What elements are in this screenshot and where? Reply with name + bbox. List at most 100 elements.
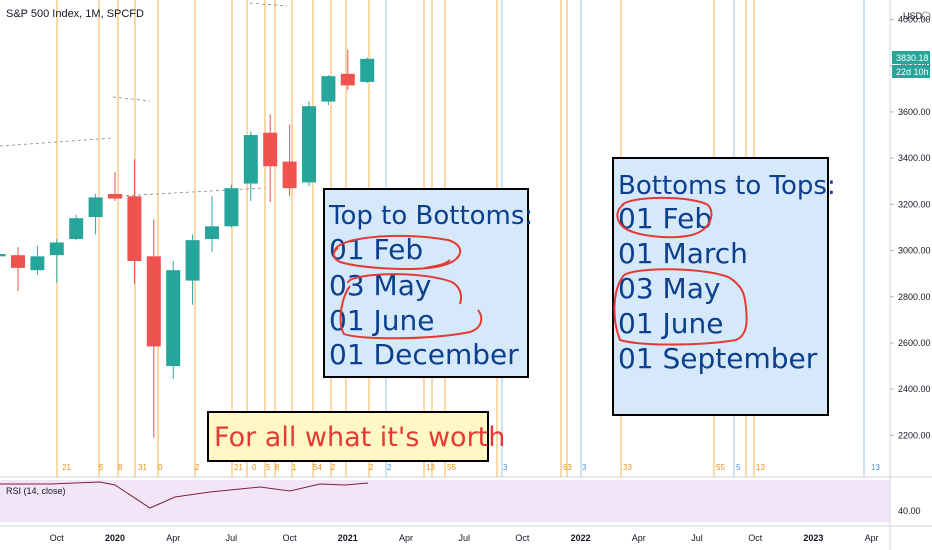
x-tick-label: Jul <box>458 533 470 543</box>
cycle-count: 21 <box>62 463 71 472</box>
candle-body <box>69 218 84 239</box>
cycle-count: 13 <box>756 463 765 472</box>
cycle-count: 3 <box>582 463 587 472</box>
cycle-count: 8 <box>118 463 123 472</box>
cycle-count: 8 <box>275 463 280 472</box>
currency-toggle-icon[interactable] <box>921 11 931 21</box>
box-line: 01 March <box>618 237 748 270</box>
candle-body <box>0 254 6 257</box>
rsi-line <box>0 481 369 509</box>
box-line: 01 Feb <box>618 202 712 235</box>
cycle-count: 31 <box>138 463 147 472</box>
y-tick-label: 4000.00 <box>898 15 931 25</box>
box-line: 01 December <box>329 338 519 371</box>
note-box: For all what it's worth <box>207 411 505 462</box>
box-title: Top to Bottoms: <box>328 201 533 231</box>
candle-body <box>360 58 375 82</box>
countdown-tag <box>892 65 930 78</box>
box-line: 01 Feb <box>329 233 423 266</box>
annotation-circle <box>613 268 748 346</box>
dashed-segment <box>112 96 151 102</box>
y-tick-label: 2400.00 <box>898 384 931 394</box>
annotation-circle <box>339 285 483 340</box>
box-background <box>612 157 829 416</box>
currency-label: USD <box>903 11 923 21</box>
candle-body <box>243 135 258 184</box>
cycle-count: 5 <box>99 463 104 472</box>
box-line: 01 June <box>618 307 724 340</box>
dashed-segment <box>249 2 288 7</box>
y-tick-label: 3200.00 <box>898 199 931 209</box>
chart-title: S&P 500 Index, 1M, SPCFD <box>6 8 144 20</box>
x-tick-label: 2021 <box>338 533 358 543</box>
box-line: 01 September <box>618 342 818 375</box>
x-tick-label: Apr <box>865 533 879 543</box>
y-tick-label: 3600.00 <box>898 107 931 117</box>
candle-body <box>185 240 200 281</box>
note-background <box>207 411 489 462</box>
cycle-count: 0 <box>252 463 257 472</box>
cycle-count: 2 <box>195 463 200 472</box>
cycle-count: 54 <box>313 463 322 472</box>
time-axis: Oct 2020 Apr Jul Oct 2021 Apr Jul Oct 2022 Apr Jul O… <box>50 533 879 543</box>
cycle-count: 55 <box>447 463 456 472</box>
cycle-count: 55 <box>716 463 725 472</box>
candle-body <box>108 193 122 199</box>
candle-body <box>30 256 45 271</box>
x-tick-label: Jul <box>226 533 238 543</box>
rsi-axis-label: 40.00 <box>898 506 921 516</box>
box-title: Bottoms to Tops: <box>618 171 836 201</box>
x-tick-label: Oct <box>283 533 298 543</box>
cycle-count: 3 <box>503 463 508 472</box>
y-tick-label: 2200.00 <box>898 430 931 440</box>
top-to-bottoms-box: Top to Bottoms: 01 Feb 03 May 01 June 01… <box>323 188 533 378</box>
candle-body <box>263 132 278 167</box>
annotation-stroke <box>424 259 451 269</box>
handdrawn-annotations <box>332 196 748 346</box>
price-axis: 2200.00 2400.00 2600.00 2800.00 3000.00 3200.… <box>890 15 931 440</box>
candle-body <box>321 76 336 102</box>
x-tick-label: Apr <box>399 533 413 543</box>
currency-toggle[interactable] <box>921 11 931 21</box>
candle-body <box>11 255 25 268</box>
note-text: For all what it's worth <box>214 422 505 453</box>
rsi-band <box>0 480 890 522</box>
cycle-count: 5 <box>736 463 741 472</box>
cycle-count: 21 <box>234 463 243 472</box>
countdown-tag-text: 22d 10h <box>896 67 929 77</box>
x-tick-label: Jul <box>691 533 703 543</box>
price-tag-text: 3830.18 <box>896 53 929 63</box>
box-line: 03 May <box>618 272 720 305</box>
y-tick-label: 3400.00 <box>898 153 931 163</box>
x-tick-label: Apr <box>632 533 646 543</box>
cycle-count: 2 <box>331 463 336 472</box>
cycle-count: 63 <box>563 463 572 472</box>
y-tick-label: 2600.00 <box>898 338 931 348</box>
x-tick-label: Oct <box>50 533 65 543</box>
candle-body <box>88 197 103 218</box>
rsi-label: RSI (14, close) <box>6 486 66 496</box>
y-tick-label: 2800.00 <box>898 292 931 302</box>
cycle-count: 0 <box>158 463 163 472</box>
box-line: 01 June <box>329 304 435 337</box>
candlestick-series <box>0 49 375 438</box>
dashed-segment <box>119 187 266 197</box>
candle-body <box>166 270 181 367</box>
x-tick-label: 2023 <box>803 533 823 543</box>
candle-body <box>224 188 239 227</box>
cycle-count: 33 <box>623 463 632 472</box>
candle-body <box>282 161 297 189</box>
candle-body <box>340 73 355 86</box>
cycle-count: 13 <box>871 463 880 472</box>
annotation-circle <box>616 196 713 239</box>
x-tick-label: Oct <box>748 533 763 543</box>
x-tick-label: 2020 <box>105 533 125 543</box>
dashed-segments <box>0 2 288 197</box>
price-tag <box>892 51 930 64</box>
box-background <box>323 188 529 378</box>
y-tick-label: 3000.00 <box>898 246 931 256</box>
candle-body <box>146 256 161 347</box>
x-tick-label: 2022 <box>571 533 591 543</box>
cycle-count: 13 <box>426 463 435 472</box>
